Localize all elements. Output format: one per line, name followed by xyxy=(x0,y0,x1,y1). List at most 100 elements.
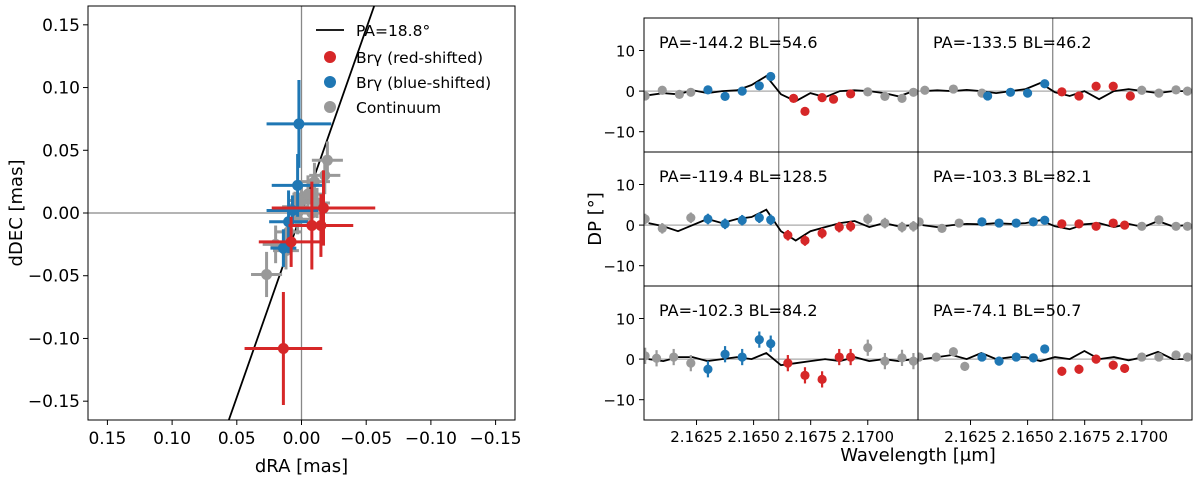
dp-point xyxy=(1091,221,1101,231)
data-point xyxy=(293,118,305,130)
dp-point xyxy=(908,221,918,231)
dp-point xyxy=(1011,218,1021,228)
dp-point xyxy=(920,85,930,95)
dp-point xyxy=(908,356,918,366)
series-0 xyxy=(244,170,376,405)
dp-point xyxy=(766,215,776,225)
dp-point xyxy=(828,94,839,104)
dp-point xyxy=(983,91,993,101)
dp-point xyxy=(863,343,873,353)
y-tick-label: 0 xyxy=(625,83,635,101)
model-line xyxy=(648,351,914,367)
dp-point xyxy=(846,352,856,362)
x-tick-label: 2.1650 xyxy=(1001,428,1054,446)
legend-label: Brγ (blue-shifted) xyxy=(356,74,491,92)
dp-point xyxy=(800,106,810,116)
dp-point xyxy=(720,349,730,359)
dp-point xyxy=(1154,215,1164,225)
x-tick-label: 2.1650 xyxy=(727,428,780,446)
dp-point xyxy=(863,87,873,97)
dp-point xyxy=(1154,352,1164,362)
dp-point xyxy=(1074,91,1084,101)
dp-point xyxy=(783,230,793,240)
dp-point xyxy=(1108,218,1118,228)
dp-point xyxy=(737,215,747,225)
data-point xyxy=(315,220,327,232)
dp-point xyxy=(918,352,924,362)
dp-point xyxy=(948,347,958,357)
dp-point xyxy=(1171,350,1181,360)
x-axis-label: dRA [mas] xyxy=(255,456,348,477)
dp-point xyxy=(1028,217,1038,227)
panel-points xyxy=(644,212,918,246)
dp-point xyxy=(1091,81,1101,91)
y-tick-label: 0 xyxy=(625,217,635,235)
dp-point xyxy=(644,214,650,224)
x-tick-label: 0.10 xyxy=(153,429,191,449)
dp-point xyxy=(1023,88,1033,98)
dp-point xyxy=(1057,219,1067,229)
dp-point xyxy=(657,85,667,95)
y-tick-label: 0.10 xyxy=(42,79,80,99)
data-point xyxy=(277,242,289,254)
y-tick-label: 0 xyxy=(625,351,635,369)
x-tick-label: −0.05 xyxy=(340,429,392,449)
dp-point xyxy=(1182,352,1192,362)
dp-point xyxy=(1171,221,1181,231)
dp-point xyxy=(754,81,764,91)
dp-panel-3: PA=-119.4 BL=128.5 10 0 −10 xyxy=(603,151,919,287)
dp-point xyxy=(783,358,793,368)
dp-point xyxy=(754,213,764,223)
dp-point xyxy=(1108,81,1118,91)
x-tick-label: 2.1625 xyxy=(670,428,723,446)
legend-label: Brγ (red-shifted) xyxy=(356,49,483,67)
dp-point xyxy=(686,87,696,97)
dp-point xyxy=(1074,219,1084,229)
dp-panel-4: PA=-103.3 BL=82.1 xyxy=(917,151,1193,287)
data-point xyxy=(292,179,304,191)
dp-point xyxy=(897,93,907,103)
dp-point xyxy=(1011,352,1021,362)
dp-point xyxy=(1137,85,1147,95)
dp-point xyxy=(977,217,987,227)
x-tick-label: 2.1700 xyxy=(842,428,895,446)
y-tick-label: −10 xyxy=(603,124,635,142)
panel-frame xyxy=(917,285,1193,421)
panel-points xyxy=(920,79,1192,101)
x-tick-label: 0.15 xyxy=(88,429,126,449)
dp-point xyxy=(960,361,970,371)
panel-label: PA=-133.5 BL=46.2 xyxy=(933,33,1092,52)
dp-point xyxy=(1028,353,1038,363)
x-tick-label: −0.15 xyxy=(470,429,522,449)
x-tick-label: 0.00 xyxy=(283,429,321,449)
panel-label: PA=-144.2 BL=54.6 xyxy=(659,33,818,52)
x-tick-label: 0.05 xyxy=(218,429,256,449)
dp-point xyxy=(834,222,844,232)
differential-phase-grid: PA=-144.2 BL=54.6 10 0 −10 PA=-133.5 BL=46.2… xyxy=(585,17,1193,466)
y-tick-label: 10 xyxy=(616,310,635,328)
dp-point xyxy=(720,91,730,101)
dp-point xyxy=(1040,79,1050,89)
dp-point xyxy=(931,352,941,362)
y-tick-label: −0.10 xyxy=(28,329,80,349)
x-tick-label: 2.1700 xyxy=(1116,428,1169,446)
y-tick-label: 0.00 xyxy=(42,204,80,224)
dp-point xyxy=(703,85,713,95)
dp-panel-5: PA=-102.3 BL=84.2 10 0 −10 2.1625 2.1650 2.167… xyxy=(603,285,919,446)
panel-points xyxy=(644,71,918,116)
dp-point xyxy=(1074,364,1084,374)
dp-point xyxy=(1120,220,1130,230)
dp-point xyxy=(766,71,776,82)
dp-point xyxy=(817,92,827,103)
dp-point xyxy=(1108,360,1118,370)
dp-point xyxy=(1120,363,1130,374)
dp-point xyxy=(977,352,987,362)
dp-point xyxy=(1154,88,1164,98)
dp-point xyxy=(937,223,947,233)
panel-label: PA=-102.3 BL=84.2 xyxy=(659,301,818,320)
dp-point xyxy=(686,213,696,223)
dp-point xyxy=(918,217,924,227)
dp-point xyxy=(800,235,810,246)
y-tick-label: 0.05 xyxy=(42,141,80,161)
